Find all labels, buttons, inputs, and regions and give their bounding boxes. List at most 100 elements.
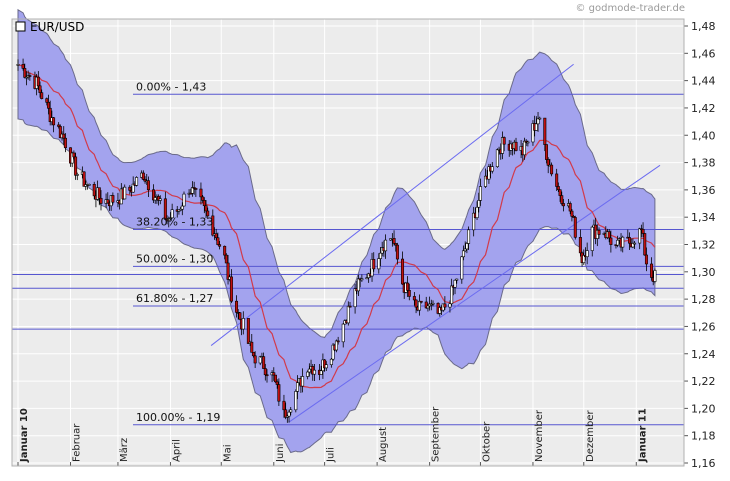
candle-body <box>16 64 20 66</box>
candle-body <box>394 243 398 246</box>
candle-body <box>585 250 589 258</box>
candle-body <box>616 239 620 246</box>
candle-body <box>111 195 115 203</box>
candle <box>500 131 504 160</box>
candle <box>558 189 562 202</box>
candle <box>277 378 281 406</box>
candle <box>644 247 648 272</box>
candle <box>341 323 345 348</box>
candle-body <box>131 183 135 193</box>
y-axis: 1,48 1,46 1,44 1,42 1,40 1,38 1,36 1,34 1,32 1,30… <box>684 20 716 470</box>
candle <box>653 268 657 284</box>
candle-body <box>644 254 648 265</box>
candle-body <box>141 172 145 180</box>
candle-body <box>424 301 428 309</box>
fibonacci-level-label: 61.80% - 1,27 <box>136 292 213 305</box>
candle <box>336 336 340 345</box>
candle <box>111 192 115 205</box>
candle-body <box>294 391 298 411</box>
candle-body <box>190 187 194 194</box>
y-tick-label: 1,20 <box>691 402 716 415</box>
candle <box>48 100 52 126</box>
candle-body <box>75 174 79 176</box>
candle-body <box>346 305 350 324</box>
candle <box>16 59 20 71</box>
candle-body <box>555 173 559 187</box>
candle-body <box>538 117 542 120</box>
candle <box>143 176 147 184</box>
candle <box>478 178 482 206</box>
candle <box>235 295 239 318</box>
candle <box>158 195 162 205</box>
candle-body <box>128 186 132 191</box>
candle <box>329 357 333 368</box>
candle-body <box>163 198 167 220</box>
candle <box>490 162 494 174</box>
candle <box>284 402 288 420</box>
candle <box>550 162 554 177</box>
candle-body <box>23 68 27 78</box>
candle <box>180 202 184 216</box>
candle <box>250 334 254 353</box>
candle-body <box>650 263 654 278</box>
candle <box>621 235 625 253</box>
candle <box>406 276 410 297</box>
candle <box>379 246 383 267</box>
plot-frame <box>11 18 685 467</box>
candle-body <box>336 340 340 343</box>
candle-body <box>395 244 399 260</box>
candle-body <box>570 210 574 217</box>
candle <box>573 215 577 240</box>
candle-body <box>631 243 635 248</box>
candle-body <box>406 282 410 291</box>
candle <box>545 144 549 164</box>
candle <box>157 194 161 206</box>
candle <box>377 253 381 274</box>
month-label: April <box>171 439 182 462</box>
candle <box>72 150 76 159</box>
candle <box>394 242 398 252</box>
candle <box>199 182 203 205</box>
candle-body <box>258 356 262 364</box>
candle <box>135 176 139 187</box>
y-tick-label: 1,22 <box>691 375 716 388</box>
candle <box>272 367 276 381</box>
candle <box>460 255 464 284</box>
candle-body <box>97 187 101 199</box>
candle <box>556 182 560 193</box>
candle <box>475 201 479 220</box>
candle <box>57 122 61 129</box>
candle <box>295 375 299 400</box>
candle <box>407 283 411 301</box>
candle-body <box>365 277 369 280</box>
candle <box>641 222 645 237</box>
candle <box>465 241 469 254</box>
candle-body <box>578 237 582 254</box>
candle-body <box>229 276 233 302</box>
candle <box>543 117 547 152</box>
candle <box>21 58 25 71</box>
candle-body <box>653 270 657 282</box>
candle-body <box>467 229 471 244</box>
candle-body <box>202 200 206 207</box>
candle <box>168 212 172 221</box>
candle-body <box>546 159 550 166</box>
x-axis: Januar 10 Februar März April Mai Juni Juli Augu… <box>17 406 648 466</box>
candle-body <box>262 356 266 369</box>
candle <box>226 254 230 285</box>
candle <box>167 216 171 228</box>
candle-body <box>392 238 396 244</box>
candle <box>609 230 613 253</box>
candle <box>462 245 466 261</box>
fibonacci-level-label: 0.00% - 1,43 <box>136 80 206 93</box>
candle <box>331 343 335 362</box>
candle <box>141 170 145 181</box>
candle <box>306 370 310 380</box>
candle <box>412 292 416 306</box>
month-label: August <box>378 427 389 462</box>
candle <box>590 226 594 257</box>
candle-body <box>356 278 360 292</box>
candle-body <box>46 102 50 109</box>
candle <box>58 124 62 139</box>
candle <box>251 352 255 358</box>
